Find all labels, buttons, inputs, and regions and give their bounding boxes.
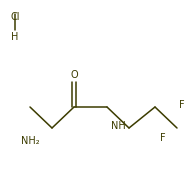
Text: NH: NH bbox=[111, 121, 125, 131]
Text: Cl: Cl bbox=[10, 12, 20, 22]
Text: F: F bbox=[179, 100, 185, 110]
Text: H: H bbox=[11, 32, 19, 42]
Text: NH₂: NH₂ bbox=[21, 136, 39, 146]
Text: O: O bbox=[70, 70, 78, 80]
Text: F: F bbox=[160, 133, 166, 143]
